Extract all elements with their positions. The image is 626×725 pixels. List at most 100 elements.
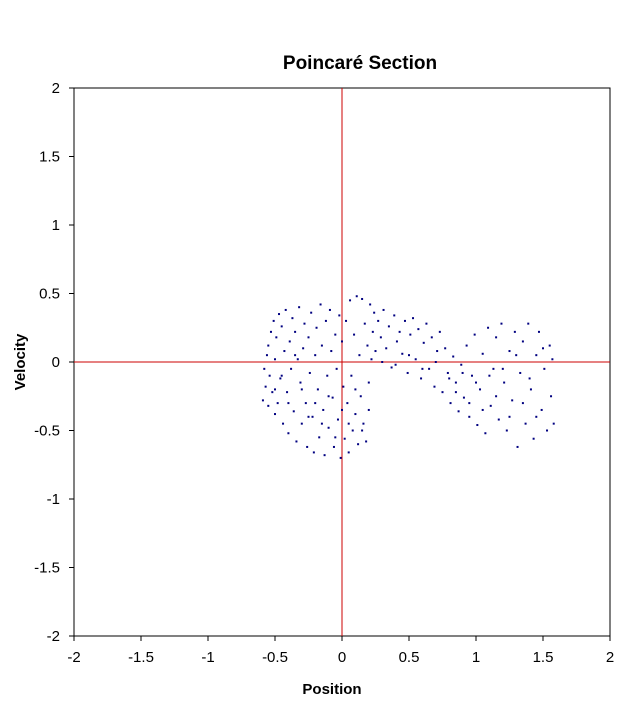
data-point — [515, 354, 518, 357]
x-tick-label: -0.5 — [262, 649, 288, 666]
data-point — [290, 367, 293, 370]
data-point — [335, 367, 338, 370]
y-tick-label: -1.5 — [34, 560, 60, 577]
data-point — [362, 422, 365, 425]
data-point — [347, 451, 350, 454]
data-point — [287, 432, 290, 435]
data-point — [279, 377, 282, 380]
data-point — [488, 374, 491, 377]
data-point — [524, 422, 527, 425]
data-point — [307, 336, 310, 339]
data-point — [274, 358, 276, 361]
data-point — [338, 314, 341, 317]
data-point — [441, 391, 444, 394]
data-point — [446, 371, 449, 374]
data-point — [342, 385, 345, 388]
data-point — [328, 308, 331, 311]
data-point — [367, 381, 370, 384]
x-tick-label: 1 — [472, 649, 480, 666]
y-axis-ticks: 2 1.5 1 0.5 0 -0.5 -1 -1.5 -2 — [34, 80, 74, 645]
data-point — [278, 313, 281, 316]
data-point — [319, 303, 322, 306]
data-point — [263, 367, 266, 370]
data-point — [552, 422, 555, 425]
data-point — [444, 347, 447, 350]
data-point — [269, 330, 272, 333]
data-point — [299, 381, 302, 384]
data-point — [394, 363, 397, 366]
data-point — [516, 445, 519, 448]
scatter-points — [261, 295, 555, 459]
data-point — [487, 326, 490, 329]
data-point — [465, 344, 468, 347]
data-point — [326, 374, 329, 377]
data-point — [373, 311, 376, 314]
data-point — [454, 381, 457, 384]
data-point — [354, 388, 357, 391]
data-point — [434, 361, 437, 363]
data-point — [283, 350, 286, 353]
data-point — [304, 402, 307, 405]
data-point — [267, 344, 270, 347]
data-point — [336, 418, 339, 421]
data-point — [306, 445, 309, 448]
data-point — [311, 415, 314, 418]
data-point — [361, 429, 364, 432]
data-point — [303, 322, 306, 325]
data-point — [349, 299, 352, 302]
data-point — [436, 350, 439, 353]
data-point — [412, 317, 415, 320]
data-point — [287, 402, 290, 405]
data-point — [331, 396, 334, 399]
data-point — [274, 388, 276, 391]
data-point — [484, 432, 487, 435]
data-point — [369, 303, 372, 306]
data-point — [527, 322, 530, 325]
data-point — [468, 415, 471, 418]
data-point — [298, 306, 301, 309]
data-point — [308, 371, 311, 374]
data-point — [460, 363, 463, 366]
data-point — [341, 408, 343, 411]
data-point — [495, 395, 498, 398]
y-tick-label: -1 — [47, 491, 60, 508]
data-point — [495, 336, 498, 339]
data-point — [288, 340, 291, 343]
data-point — [452, 355, 455, 358]
data-point — [275, 336, 278, 339]
data-point — [363, 322, 366, 325]
data-point — [448, 377, 451, 380]
data-point — [332, 445, 335, 448]
data-point — [542, 347, 544, 350]
data-point — [425, 322, 428, 325]
data-point — [454, 391, 457, 394]
data-point — [300, 388, 303, 391]
data-point — [492, 367, 495, 370]
data-point — [422, 341, 425, 344]
data-point — [508, 350, 511, 353]
data-point — [550, 395, 553, 398]
data-point — [314, 402, 317, 405]
data-point — [307, 415, 310, 418]
data-point — [475, 381, 477, 384]
data-point — [334, 436, 337, 439]
data-point — [280, 325, 283, 328]
data-point — [457, 410, 460, 413]
data-point — [334, 333, 337, 336]
data-point — [280, 374, 283, 377]
data-point — [546, 429, 549, 432]
data-point — [420, 377, 423, 380]
data-point — [296, 358, 299, 361]
x-tick-label: -2 — [67, 649, 80, 666]
data-point — [267, 404, 270, 407]
data-point — [489, 404, 492, 407]
data-point — [324, 319, 327, 322]
y-tick-label: -2 — [47, 628, 60, 645]
data-point — [521, 402, 524, 405]
data-point — [310, 311, 313, 314]
chart-title: Poincaré Section — [283, 53, 437, 74]
data-point — [449, 402, 452, 405]
x-tick-label: 1.5 — [533, 649, 554, 666]
data-point — [417, 328, 420, 331]
